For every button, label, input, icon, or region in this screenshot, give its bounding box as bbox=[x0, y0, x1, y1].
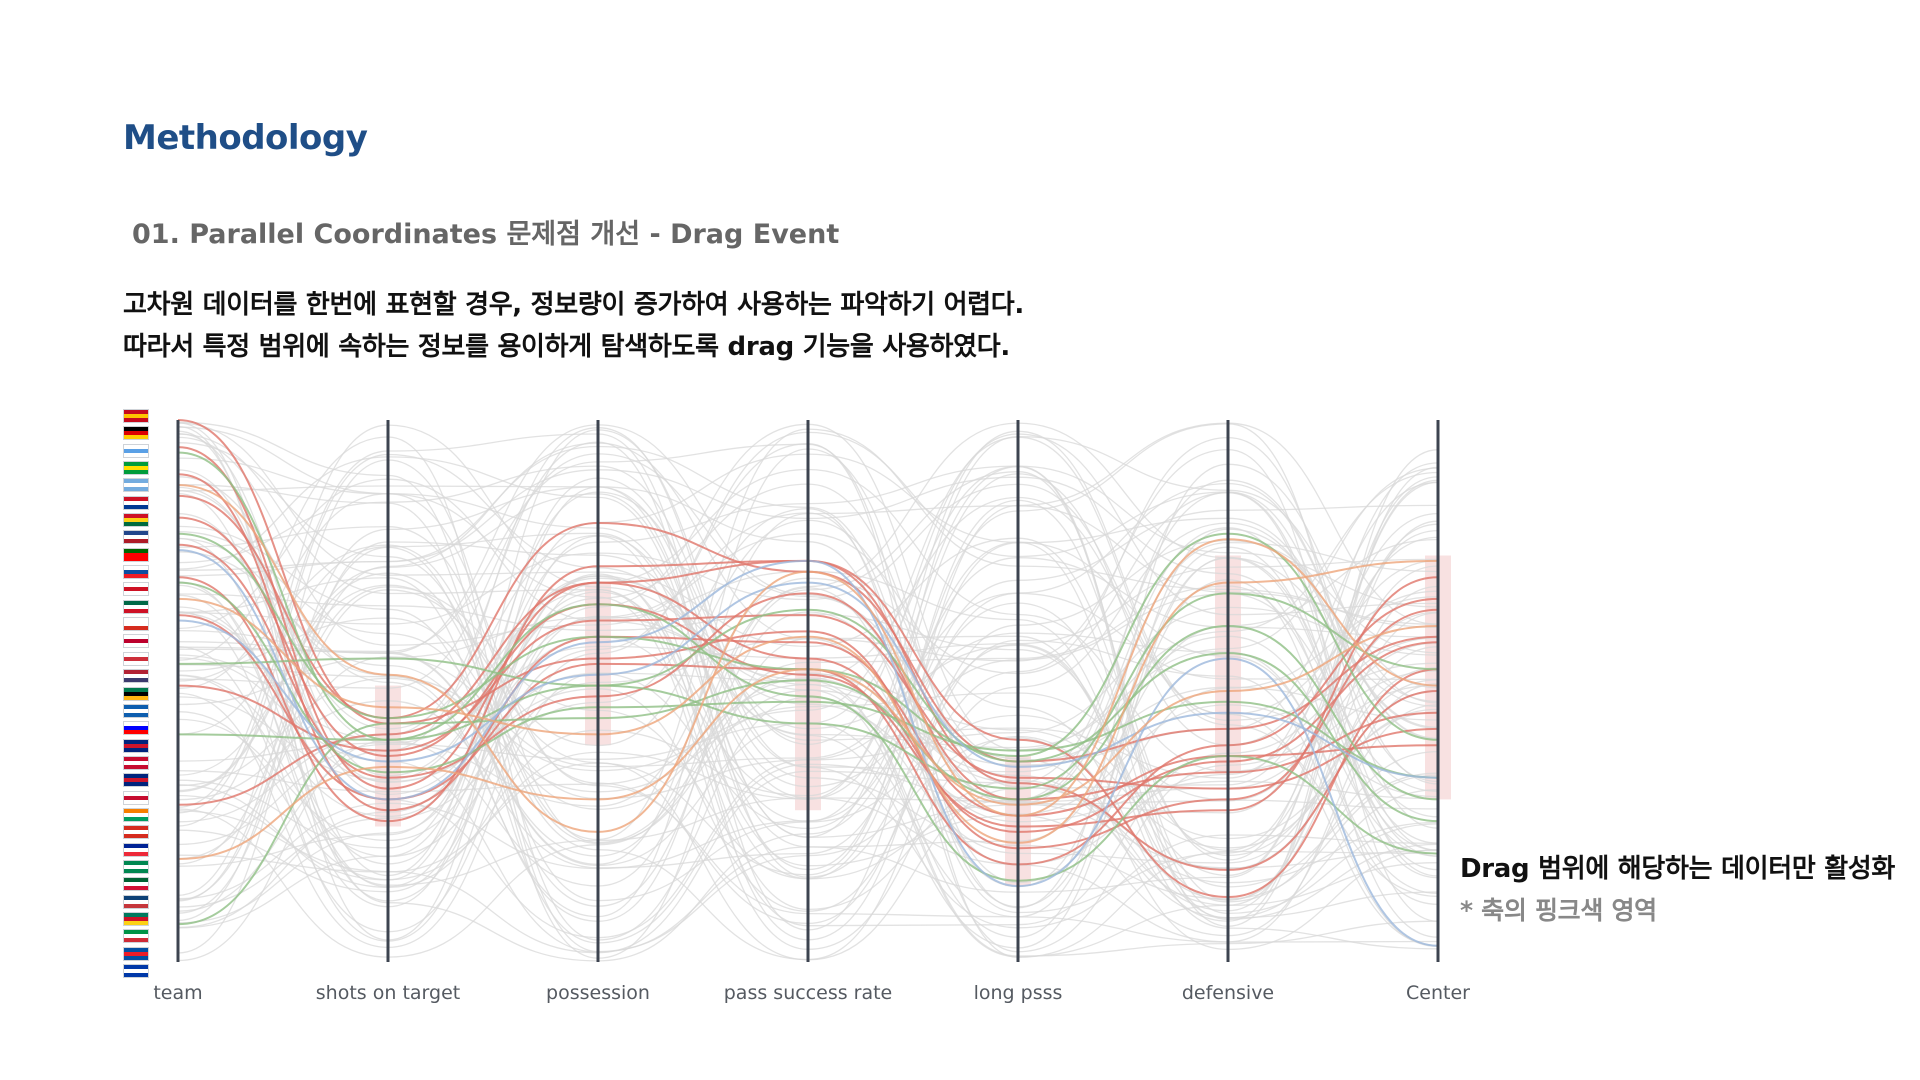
drag-note: Drag 범위에 해당하는 데이터만 활성화 * 축의 핑크색 영역 bbox=[1460, 848, 1895, 927]
axis-label-long-psss: long psss bbox=[974, 982, 1063, 1004]
note-sub: * 축의 핑크색 영역 bbox=[1460, 891, 1895, 927]
axis-label-pass-success-rate: pass success rate bbox=[724, 982, 893, 1004]
note-main: Drag 범위에 해당하는 데이터만 활성화 bbox=[1460, 848, 1895, 885]
axis-label-defensive: defensive bbox=[1182, 982, 1274, 1004]
axis-label-shots-on-target: shots on target bbox=[316, 982, 460, 1004]
axis-label-possession: possession bbox=[546, 982, 650, 1004]
axis-label-team: team bbox=[153, 982, 202, 1004]
axis-label-Center: Center bbox=[1406, 982, 1470, 1004]
